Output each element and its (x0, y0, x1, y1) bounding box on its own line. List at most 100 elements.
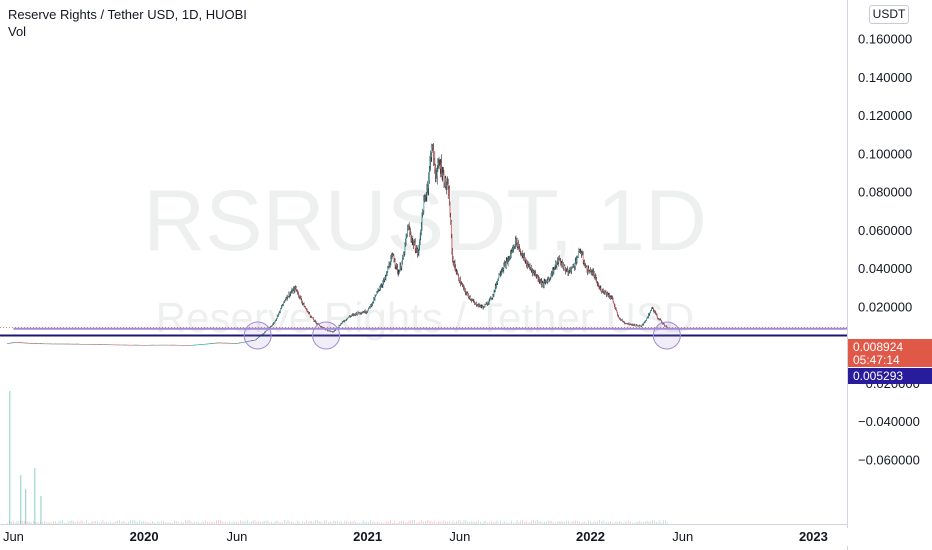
candle (224, 342, 226, 344)
volume-bar (390, 520, 392, 524)
candle (111, 344, 113, 346)
touch-circle[interactable] (652, 321, 681, 350)
candle (45, 343, 47, 345)
candle (220, 342, 222, 344)
candle (19, 342, 20, 343)
candle (664, 323, 665, 327)
touch-circle[interactable] (243, 321, 272, 350)
candle (360, 312, 362, 315)
candle (607, 293, 609, 297)
symbol-title[interactable]: Reserve Rights / Tether USD, 1D, HUOBI (8, 7, 247, 22)
candle (613, 301, 615, 305)
candle (272, 324, 273, 327)
candle (110, 344, 112, 346)
candle (100, 344, 102, 345)
volume-legend[interactable]: Vol (8, 24, 27, 39)
candle (177, 344, 179, 346)
candle (251, 340, 252, 342)
candle (174, 344, 176, 346)
volume-bar (412, 520, 414, 524)
candle (497, 278, 499, 286)
candle (221, 342, 223, 344)
candle (25, 342, 26, 344)
candle (133, 344, 135, 346)
volume-bar (148, 522, 150, 524)
candle (295, 285, 296, 290)
candle (512, 246, 513, 254)
candle (287, 296, 289, 298)
candle (235, 343, 237, 344)
candle (86, 343, 88, 345)
volume-bar (333, 520, 335, 524)
candle (246, 341, 248, 343)
candle (441, 166, 443, 181)
volume-bar (527, 522, 529, 524)
candle (381, 283, 383, 288)
candle (7, 343, 9, 344)
volume-bar (230, 522, 232, 524)
volume-bar (366, 521, 368, 524)
currency-button[interactable]: USDT (869, 5, 909, 24)
volume-bar (214, 521, 216, 524)
candle (460, 281, 462, 285)
volume-bar (42, 522, 43, 524)
candle (493, 293, 494, 298)
price-axis[interactable]: 0.160000 0.140000 0.120000 0.100000 0.080000… (858, 32, 920, 468)
candle (229, 342, 231, 344)
volume-bar (23, 520, 25, 524)
volume-bar (531, 520, 533, 524)
axis-settings-corner[interactable] (847, 528, 927, 546)
volume-bar (27, 521, 29, 524)
candle (365, 311, 367, 314)
candle (307, 310, 309, 313)
volume-bar (578, 521, 580, 524)
candle (515, 235, 517, 248)
candle (403, 251, 405, 257)
candle (343, 320, 345, 323)
candle (659, 318, 660, 321)
candle (44, 343, 46, 345)
candle (570, 267, 572, 274)
candle (631, 324, 633, 326)
volume-bar (659, 520, 661, 524)
volume-bar (109, 522, 111, 524)
candle (413, 241, 415, 246)
candle (524, 252, 525, 262)
candle (129, 344, 131, 346)
volume-bar (315, 520, 316, 524)
volume-bar (425, 521, 426, 524)
volume-bar (25, 521, 27, 524)
candle (152, 344, 154, 346)
volume-bar (271, 521, 272, 524)
touch-circle[interactable] (312, 321, 341, 350)
candle (254, 339, 256, 341)
drawn-lines[interactable] (0, 327, 847, 337)
candle (466, 292, 468, 294)
candle (83, 344, 85, 345)
candle (306, 308, 308, 313)
candle (469, 295, 470, 300)
candle (556, 260, 558, 270)
time-axis[interactable]: Jun 2020 Jun 2021 Jun 2022 Jun 2023 (3, 529, 828, 544)
candle (9, 342, 11, 344)
volume-bar (518, 521, 520, 524)
volume-bar (100, 521, 102, 524)
volume-bar (210, 521, 212, 524)
volume-bar (461, 522, 463, 524)
candle (90, 344, 91, 345)
candle (572, 264, 574, 268)
support-touch-circles[interactable] (243, 321, 681, 350)
volume-bar (604, 522, 606, 524)
volume-bar (287, 520, 289, 524)
candle (240, 342, 242, 344)
candle (123, 344, 124, 346)
candle (468, 293, 469, 299)
candle (659, 318, 661, 321)
candle (362, 311, 364, 314)
candle (434, 151, 436, 174)
candle (263, 333, 265, 334)
candle (449, 185, 450, 206)
volume-bar (274, 521, 276, 524)
volume-bar (463, 520, 465, 524)
